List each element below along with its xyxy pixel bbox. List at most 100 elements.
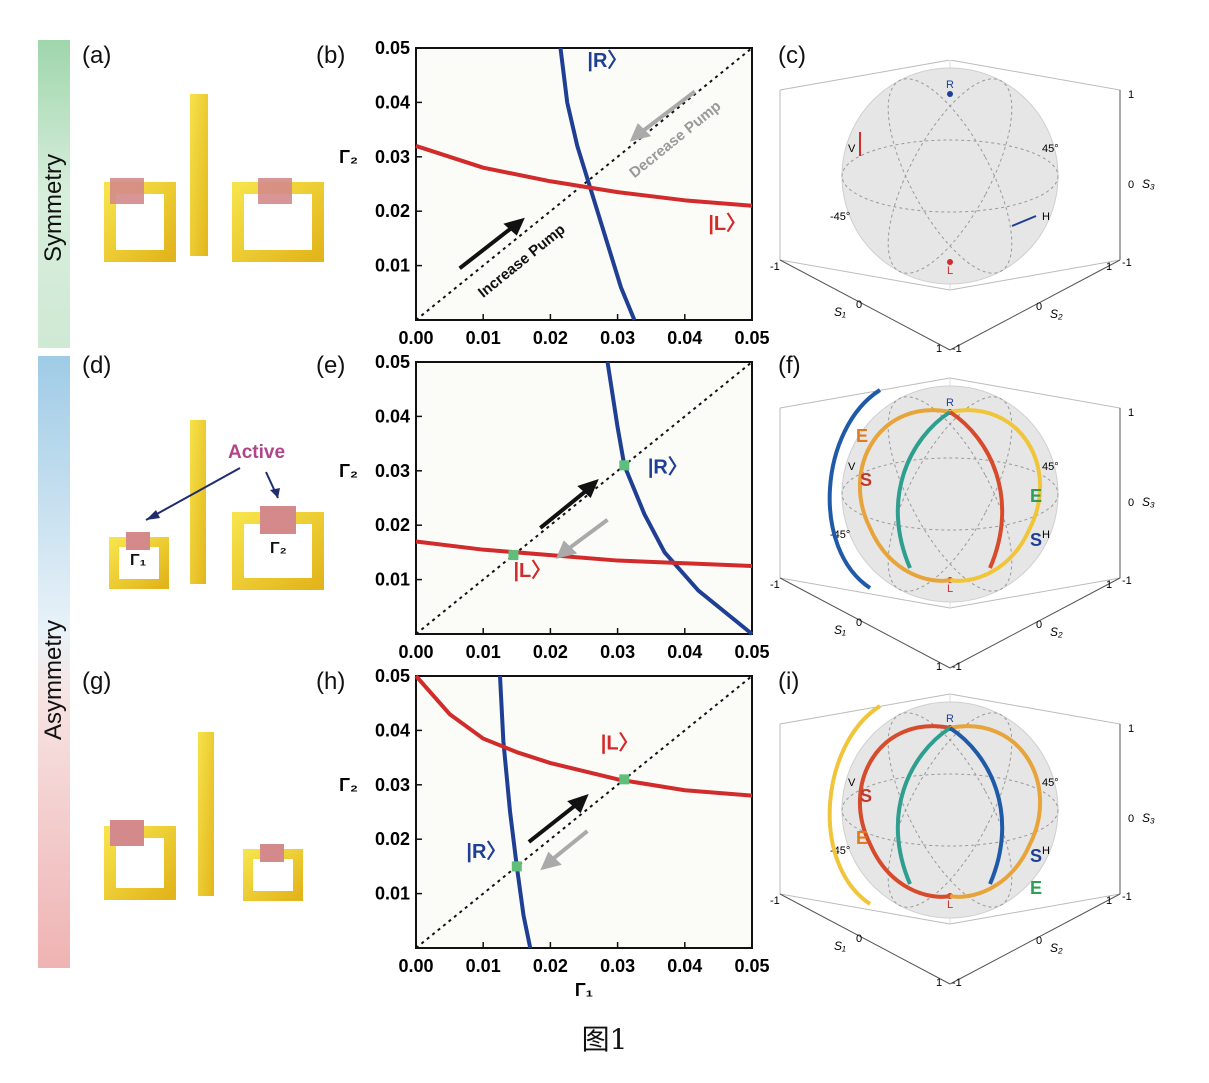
- plot-h: 0.00 0.01 0.02 0.03 0.04 0.05 0.01 0.02 0.03 0.04…: [339, 666, 769, 1000]
- tick-label: 1: [1106, 579, 1112, 591]
- active-label: Active: [228, 442, 286, 463]
- label-E-end: E: [1030, 878, 1042, 898]
- panel-label-g: (g): [82, 668, 112, 695]
- label-L-pole: L: [947, 583, 953, 595]
- tick-label: 0: [856, 933, 862, 945]
- meridian: [887, 78, 1013, 274]
- tick-label: -1: [1122, 575, 1132, 587]
- phase-diagram-plots: 0.00 0.01 0.02 0.03 0.04 0.05 0.01 0.02 0.03 0.04…: [339, 38, 769, 1000]
- equator: [841, 457, 1059, 531]
- label-plus45: 45°: [1042, 461, 1059, 473]
- y-tick-label: 0.01: [375, 256, 410, 276]
- label-R-pole: R: [946, 397, 954, 409]
- x-tick-label: 0.03: [600, 642, 635, 662]
- y-tick-label: 0.05: [375, 38, 410, 58]
- intersection-marker: [619, 460, 630, 471]
- y-tick-label: 0.02: [375, 201, 410, 221]
- label-L-pole: L: [947, 265, 953, 277]
- panel-label-f: (f): [778, 352, 801, 379]
- sphere-panel-c: 1 0 S₃ -1 -1 0 S₁ 1 -1 0 S₂ 1 R L V 45° -45° H: [770, 60, 1155, 355]
- increase-arrowhead: [567, 794, 589, 814]
- y-tick-label: 0.03: [375, 461, 410, 481]
- x-axis-label: Γ₁: [575, 980, 593, 1000]
- label-S-start: S: [860, 470, 872, 490]
- tick-label: 0: [1128, 497, 1134, 509]
- label-S-start: S: [1030, 530, 1042, 550]
- trajectory-3: [895, 410, 952, 569]
- sphere-body: [841, 701, 1059, 919]
- gamma1-label: Γ₁: [130, 552, 147, 569]
- plot-b: 0.00 0.01 0.02 0.03 0.04 0.05 0.01 0.02 0.03 0.04…: [339, 38, 769, 348]
- x-tick-label: 0.04: [667, 328, 702, 348]
- tick-label: 0: [856, 299, 862, 311]
- x-tick-label: 0.04: [667, 956, 702, 976]
- label-E-end: E: [1030, 486, 1042, 506]
- label-L: |L〉: [708, 212, 746, 235]
- axis-s2: [949, 893, 1121, 985]
- axis-label-s1: S₁: [834, 305, 846, 319]
- label-L-pole: L: [947, 899, 953, 911]
- panel-label-i: (i): [778, 668, 800, 695]
- label-V: V: [848, 143, 856, 155]
- tick-label: 0: [856, 617, 862, 629]
- y-tick-label: 0.01: [375, 884, 410, 904]
- axis-label-s3: S₃: [1142, 495, 1155, 509]
- symmetry-color-bar: [38, 40, 70, 348]
- label-R: |R〉: [587, 49, 627, 72]
- tick-label: 1: [1106, 895, 1112, 907]
- y-tick-label: 0.03: [375, 775, 410, 795]
- label-V: V: [848, 461, 856, 473]
- intersection-marker: [619, 774, 630, 785]
- decrease-arrowhead: [555, 540, 578, 559]
- increase-arrow: [527, 802, 579, 844]
- decrease-arrow: [566, 518, 609, 552]
- decrease-arrowhead: [629, 123, 652, 142]
- trajectory-2: [949, 724, 1042, 899]
- axis-label-s2: S₂: [1050, 625, 1063, 639]
- y-tick-label: 0.02: [375, 515, 410, 535]
- label-R: |R〉: [648, 456, 688, 479]
- x-tick-label: 0.05: [734, 642, 769, 662]
- decrease-arrowhead: [540, 851, 562, 871]
- gamma2-label: Γ₂: [270, 540, 287, 557]
- trajectory-5: [827, 388, 882, 590]
- tick-label: 1: [1128, 407, 1134, 419]
- label-S-start: S: [1030, 846, 1042, 866]
- y-tick-label: 0.04: [375, 92, 410, 112]
- intersection-marker: [511, 861, 522, 872]
- y-tick-label: 0.03: [375, 147, 410, 167]
- tick-label: -1: [952, 661, 962, 673]
- y-tick-label: 0.02: [375, 829, 410, 849]
- label-plus45: 45°: [1042, 777, 1059, 789]
- tick-label: 1: [936, 977, 942, 989]
- axis-label-s3: S₃: [1142, 177, 1155, 191]
- axis-label-s1: S₁: [834, 939, 846, 953]
- trajectory-2: [949, 408, 1042, 583]
- y-tick-label: 0.05: [375, 666, 410, 686]
- label-H: H: [1042, 211, 1050, 223]
- tick-label: 0: [1036, 935, 1042, 947]
- diagonal-line: [415, 675, 753, 949]
- increase-arrow: [458, 224, 515, 270]
- tick-label: -1: [952, 343, 962, 355]
- plot-e: 0.00 0.01 0.02 0.03 0.04 0.05 0.01 0.02 0.03 0.04…: [339, 352, 769, 662]
- axis-s1: [779, 577, 951, 669]
- tick-label: 0: [1128, 179, 1134, 191]
- axis-label-s1: S₁: [834, 623, 846, 637]
- axis-s1: [779, 893, 951, 985]
- y-axis-label: Γ₂: [339, 147, 358, 167]
- intersection-marker: [508, 550, 519, 561]
- tick-label: -1: [770, 261, 780, 273]
- x-tick-label: 0.02: [533, 642, 568, 662]
- decrease-arrow: [549, 829, 589, 863]
- x-tick-label: 0.00: [398, 956, 433, 976]
- x-tick-label: 0.03: [600, 956, 635, 976]
- asymmetry-color-bar: [38, 356, 70, 968]
- y-tick-label: 0.05: [375, 352, 410, 372]
- x-tick-label: 0.01: [466, 328, 501, 348]
- label-S-start: S: [860, 786, 872, 806]
- tick-label: 1: [1128, 723, 1134, 735]
- tick-label: 0: [1036, 619, 1042, 631]
- panel-label-a: (a): [82, 42, 112, 69]
